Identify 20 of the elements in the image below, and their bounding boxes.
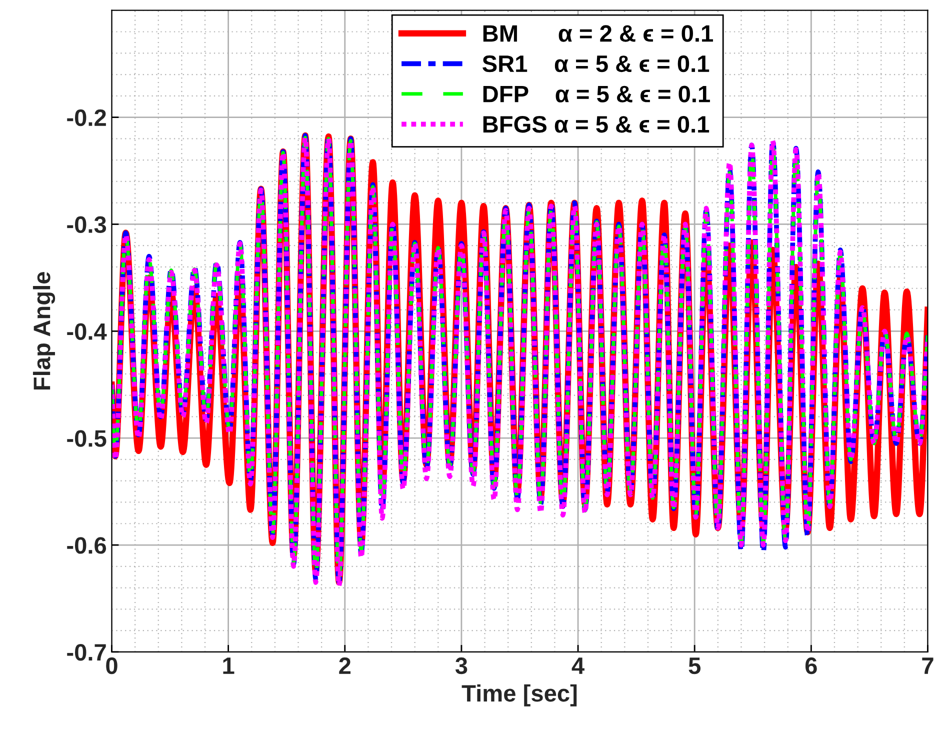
y-tick-label: -0.7 bbox=[67, 644, 106, 661]
x-tick-label: 3 bbox=[455, 657, 468, 674]
legend-label: BFGS α = 5 & ϵ = 0.1 bbox=[483, 116, 710, 133]
y-tick-label: -0.2 bbox=[67, 109, 106, 126]
x-tick-label: 4 bbox=[572, 658, 584, 674]
x-axis-title: Time [sec] bbox=[462, 684, 577, 706]
y-tick-label: -0.5 bbox=[67, 430, 106, 447]
x-tick-label: 6 bbox=[805, 657, 817, 674]
legend-label: BM α = 2 & ϵ = 0.1 bbox=[483, 25, 713, 42]
y-axis-title: Flap Angle bbox=[32, 272, 56, 390]
x-tick-label: 1 bbox=[223, 658, 234, 674]
x-tick-label: 7 bbox=[922, 658, 934, 674]
x-tick-label: 2 bbox=[339, 657, 350, 674]
x-tick-label: 5 bbox=[688, 658, 700, 674]
y-tick-label: -0.6 bbox=[67, 537, 106, 554]
legend-label: SR1 α = 5 & ϵ = 0.1 bbox=[482, 55, 710, 72]
legend-label: DFP α = 5 & ϵ = 0.1 bbox=[483, 86, 710, 102]
y-tick-label: -0.3 bbox=[67, 216, 106, 234]
x-tick-label: 0 bbox=[106, 657, 118, 674]
y-tick-label: -0.4 bbox=[67, 323, 107, 340]
